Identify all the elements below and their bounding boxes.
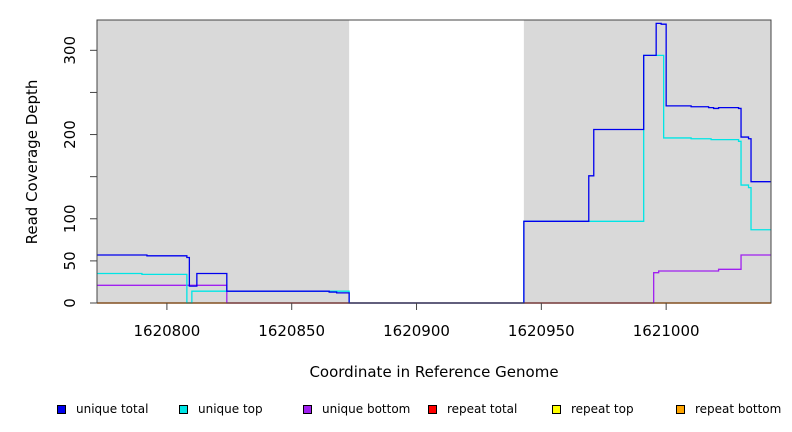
y-tick-label: 200 [61,120,79,149]
y-tick-label: 100 [61,204,79,233]
y-tick-label: 50 [61,251,79,270]
shaded-region-1 [97,20,350,303]
legend-item: repeat bottom [676,399,781,419]
x-tick-label: 1620900 [383,322,450,340]
legend-swatch [552,404,561,414]
plot-background [97,20,771,303]
legend-swatch [676,404,685,414]
series-unique-total [97,22,771,304]
legend-label: repeat total [447,402,518,416]
x-axis-label: Coordinate in Reference Genome [309,363,558,381]
plot-frame [96,19,772,304]
legend-item: repeat top [552,399,634,419]
x-tick-label: 1620950 [508,322,575,340]
shaded-region-2 [523,20,771,303]
legend-item: unique total [57,399,148,419]
legend-item: unique bottom [303,399,410,419]
series-unique-bottom [97,254,771,304]
legend-swatch [57,404,66,414]
legend-swatch [303,404,312,414]
y-axis: 0 50 100 200 300 [61,36,97,308]
y-tick-label: 0 [61,298,79,308]
x-axis: 1620800 1620850 1620900 1620950 1621000 [133,303,700,340]
legend-label: unique bottom [322,402,411,416]
legend-label: repeat bottom [695,402,782,416]
legend-label: repeat top [571,402,634,416]
legend-label: unique top [198,402,263,416]
legend-swatch [179,404,188,414]
legend-item: unique top [179,399,263,419]
legend-item: repeat total [428,399,517,419]
legend-label: unique total [76,402,149,416]
x-tick-label: 1620800 [133,322,200,340]
y-tick-label: 300 [61,36,79,65]
legend-swatch [428,404,437,414]
y-axis-label: Read Coverage Depth [23,80,41,245]
x-tick-label: 1621000 [633,322,700,340]
x-tick-label: 1620850 [258,322,325,340]
legend: unique total unique top unique bottom repea… [0,399,792,419]
